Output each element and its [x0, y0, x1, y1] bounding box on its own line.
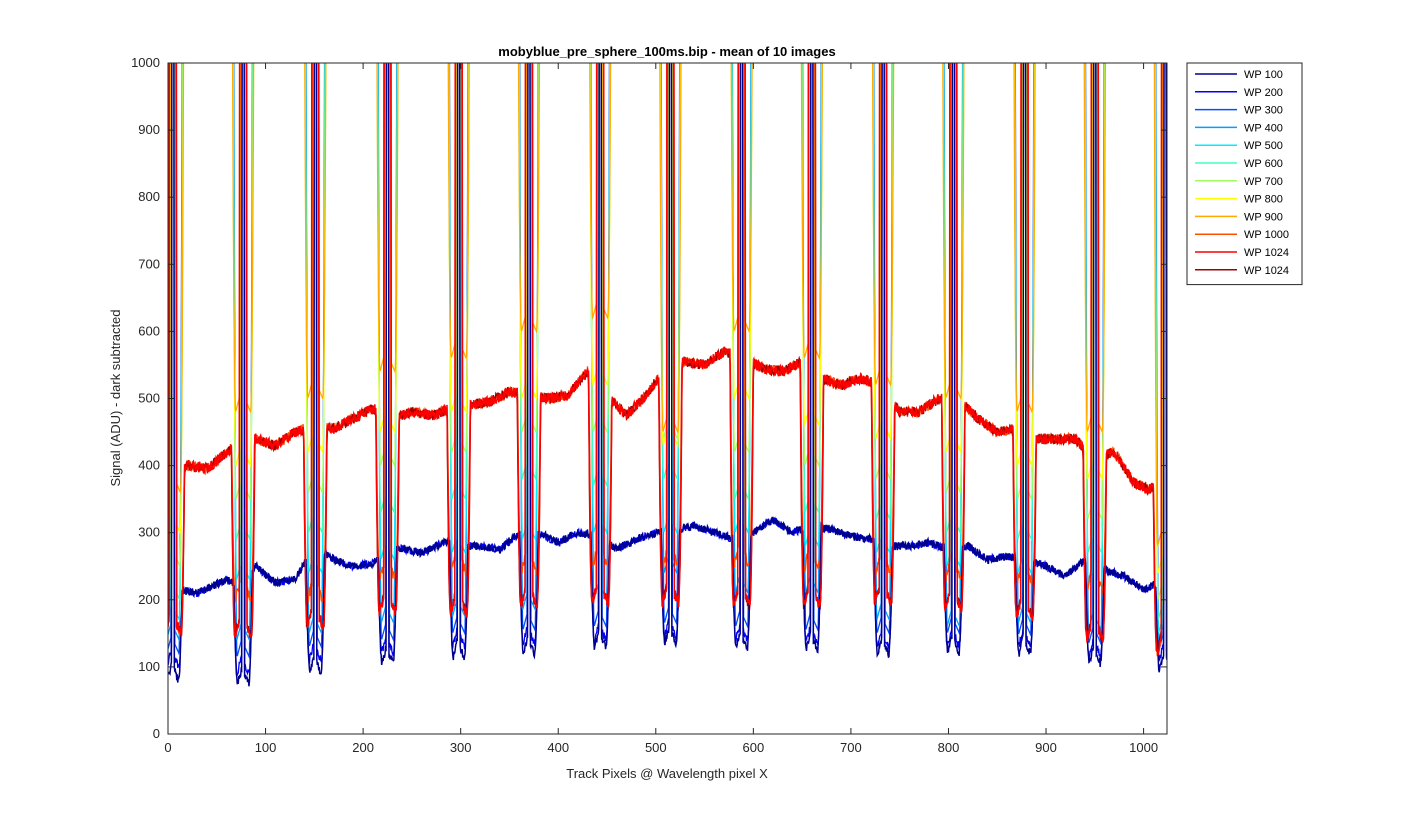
legend-box — [1186, 62, 1303, 286]
legend-entry[interactable]: WP 200 — [1244, 87, 1283, 99]
x-tick-label: 800 — [938, 740, 960, 755]
y-tick-label: 500 — [138, 391, 160, 406]
x-tick-label: 100 — [255, 740, 277, 755]
y-axis: 0 100 200 300 400 500 600 700 800 900 1000 — [131, 55, 1167, 741]
x-axis-label: Track Pixels @ Wavelength pixel X — [566, 766, 768, 781]
y-tick-label: 600 — [138, 323, 160, 338]
y-tick-label: 700 — [138, 256, 160, 271]
y-tick-label: 1000 — [131, 55, 160, 70]
y-tick-label: 100 — [138, 659, 160, 674]
x-tick-label: 700 — [840, 740, 862, 755]
legend-entry[interactable]: WP 400 — [1244, 122, 1283, 134]
legend-entry[interactable]: WP 1024 — [1244, 265, 1289, 277]
legend-entry[interactable]: WP 800 — [1244, 194, 1283, 206]
y-tick-label: 900 — [138, 122, 160, 137]
y-tick-label: 800 — [138, 189, 160, 204]
legend-entry[interactable]: WP 500 — [1244, 140, 1283, 152]
x-tick-label: 400 — [547, 740, 569, 755]
x-tick-label: 600 — [743, 740, 765, 755]
x-tick-label: 0 — [164, 740, 171, 755]
y-tick-label: 400 — [138, 458, 160, 473]
series-line — [168, 63, 1167, 643]
legend-entry[interactable]: WP 1024 — [1244, 247, 1289, 259]
x-tick-label: 1000 — [1129, 740, 1158, 755]
legend-entry[interactable]: WP 1000 — [1244, 229, 1289, 241]
series-line — [168, 63, 1167, 687]
x-axis: 0 100 200 300 400 500 600 700 800 900 1000 — [164, 63, 1158, 755]
y-tick-label: 200 — [138, 592, 160, 607]
y-axis-label: Signal (ADU) - dark subtracted — [108, 309, 123, 486]
series-layer — [168, 63, 1167, 687]
x-tick-label: 900 — [1035, 740, 1057, 755]
chart-title: mobyblue_pre_sphere_100ms.bip - mean of … — [498, 44, 835, 59]
series-line — [168, 63, 1167, 659]
series-line — [168, 63, 1163, 657]
y-tick-label: 300 — [138, 525, 160, 540]
x-tick-label: 300 — [450, 740, 472, 755]
x-tick-label: 500 — [645, 740, 667, 755]
legend-entry[interactable]: WP 700 — [1244, 176, 1283, 188]
x-tick-label: 200 — [352, 740, 374, 755]
legend-entry[interactable]: WP 300 — [1244, 105, 1283, 117]
legend[interactable]: WP 100 WP 200 WP 300 WP 400 WP 500 WP 600 WP 7… — [1186, 62, 1303, 286]
legend-entry[interactable]: WP 100 — [1244, 69, 1283, 81]
legend-entry[interactable]: WP 900 — [1244, 211, 1283, 223]
y-tick-label: 0 — [153, 726, 160, 741]
legend-entry[interactable]: WP 600 — [1244, 158, 1283, 170]
